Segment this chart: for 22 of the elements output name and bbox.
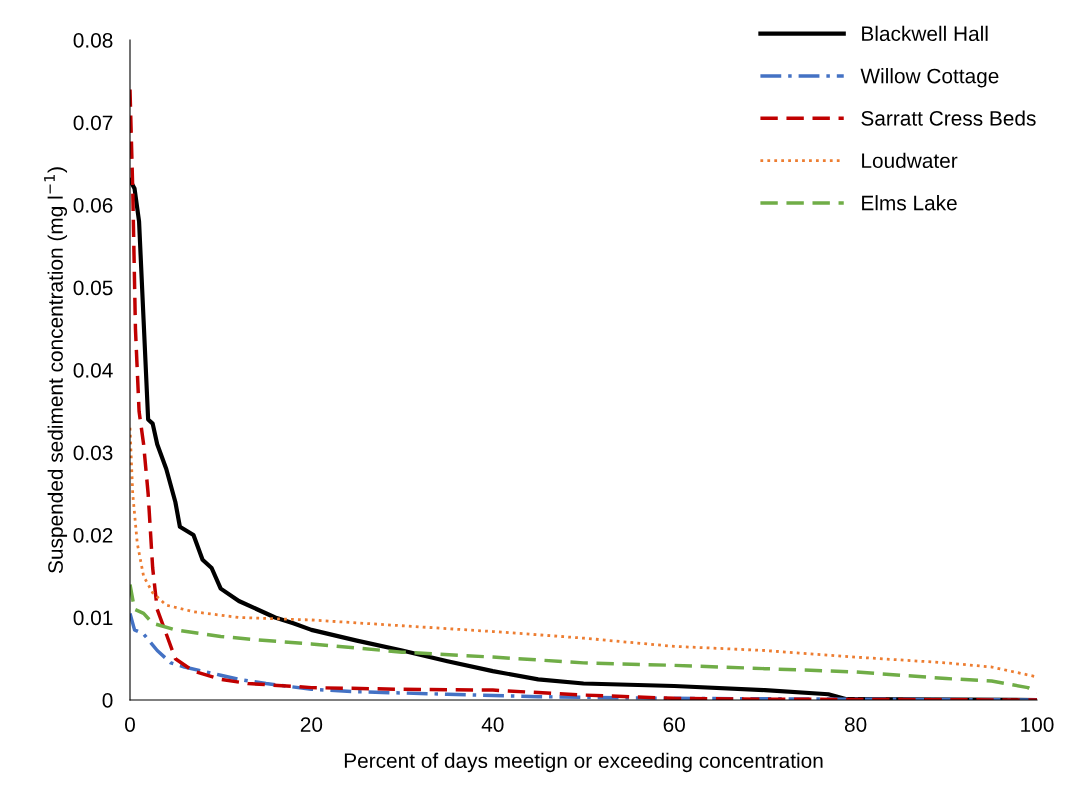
y-tick-label: 0.06 [73, 198, 113, 213]
x-tick-label: 40 [481, 717, 504, 732]
legend-label: Sarratt Cress Beds [861, 110, 1036, 126]
y-tick-label: 0.04 [73, 363, 113, 378]
x-tick-label: 60 [663, 717, 685, 732]
y-tick-label: 0.08 [73, 33, 113, 48]
legend-label: Willow Cottage [860, 68, 999, 88]
x-tick-label: 0 [125, 717, 135, 732]
x-tick-label: 80 [844, 717, 867, 732]
y-tick-label: 0.02 [73, 528, 113, 543]
y-tick-label: 0.07 [73, 115, 113, 131]
y-tick-label: 0 [102, 693, 113, 708]
y-tick-label: 0.03 [73, 445, 113, 461]
x-axis-title: Percent of days meetign or exceeding concentration [344, 752, 823, 773]
legend-label: Loudwater [862, 152, 958, 169]
legend-label: Elms Lake [862, 195, 957, 211]
x-tick-label: 100 [1021, 717, 1054, 732]
y-tick-label: 0.01 [73, 610, 113, 626]
y-tick-label: 0.05 [73, 280, 113, 296]
x-tick-label: 20 [300, 717, 323, 732]
y-axis-title: Suspended sediment concentration (mg l$^{−1}$) [44, 167, 68, 574]
legend-label: Blackwell Hall [862, 25, 988, 42]
